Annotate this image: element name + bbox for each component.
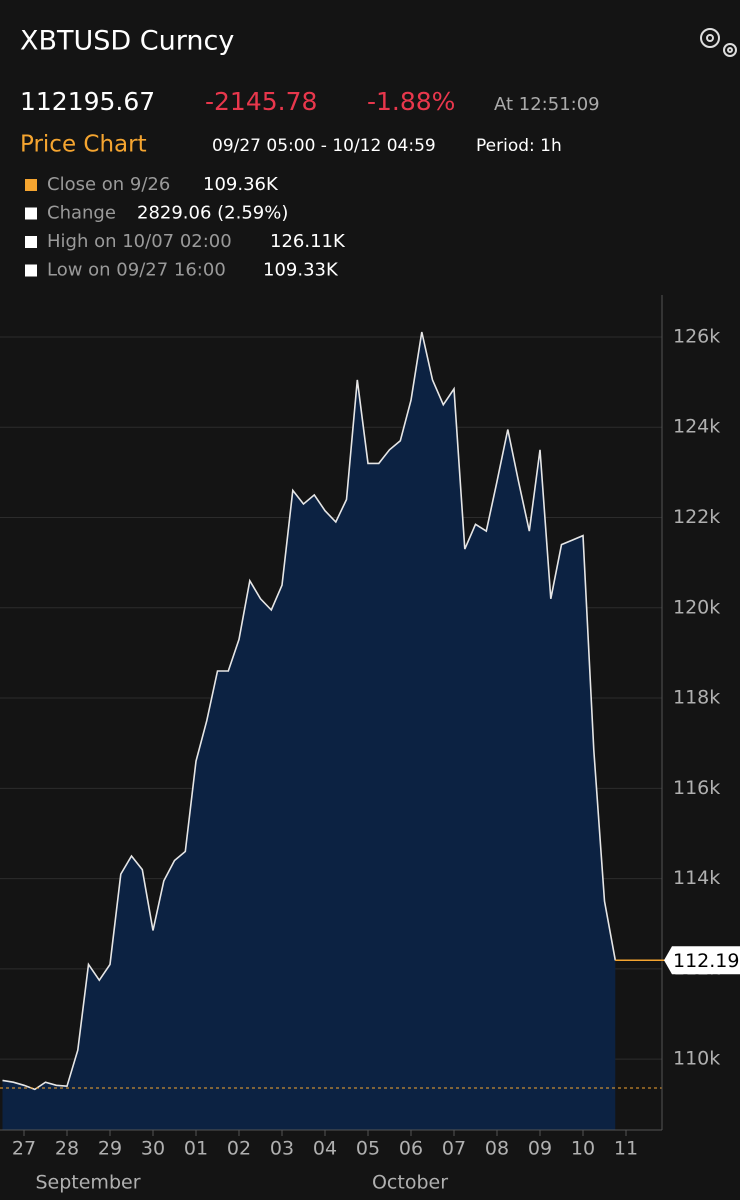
y-tick-label: 122k [673, 506, 720, 528]
y-tick-label: 124k [673, 416, 720, 438]
section-title[interactable]: Price Chart [20, 132, 147, 158]
x-tick-label: 28 [55, 1138, 79, 1160]
area [2, 332, 616, 1130]
settings-icon[interactable] [700, 28, 737, 57]
last-label: 112.19 [673, 950, 739, 972]
stat-value: 109.33K [263, 260, 339, 281]
y-tick-label: 116k [673, 777, 720, 799]
x-tick-label: 05 [356, 1138, 380, 1160]
y-tick-label: 120k [673, 596, 720, 618]
x-tick-label: 30 [141, 1138, 165, 1160]
y-tick-label: 114k [673, 867, 720, 889]
x-tick-label: 10 [571, 1138, 595, 1160]
x-tick-label: 09 [528, 1138, 552, 1160]
x-tick-label: 02 [227, 1138, 251, 1160]
stat-swatch [25, 207, 37, 220]
x-tick-label: 04 [313, 1138, 337, 1160]
stat-value: 2829.06 (2.59%) [137, 203, 288, 224]
stat-swatch [25, 264, 37, 277]
y-tick-label: 126k [673, 325, 720, 347]
x-tick-label: 11 [614, 1138, 638, 1160]
title: XBTUSD Curncy [20, 26, 234, 57]
stat-swatch [25, 236, 37, 248]
time: At 12:51:09 [494, 94, 600, 115]
y-tick-label: 110k [673, 1048, 720, 1070]
month-label: September [35, 1172, 140, 1194]
change-pct: -1.88% [367, 87, 455, 116]
y-tick-label: 118k [673, 687, 720, 709]
stat-label: High on 10/07 02:00 [47, 231, 232, 252]
stat-value: 126.11K [270, 231, 346, 252]
price: 112195.67 [20, 87, 155, 116]
range: 09/27 05:00 - 10/12 04:59 [212, 136, 436, 156]
x-tick-label: 08 [485, 1138, 509, 1160]
x-tick-label: 07 [442, 1138, 466, 1160]
period[interactable]: Period: 1h [476, 136, 562, 156]
month-label: October [372, 1172, 448, 1194]
x-tick-label: 29 [98, 1138, 122, 1160]
stat-label: Close on 9/26 [47, 174, 170, 195]
x-tick-label: 06 [399, 1138, 423, 1160]
change: -2145.78 [205, 87, 317, 116]
line [2, 331, 617, 1091]
stat-value: 109.36K [203, 174, 279, 195]
last-badge [664, 946, 740, 975]
stat-swatch [25, 179, 37, 191]
stat-label: Change [47, 203, 116, 224]
stat-label: Low on 09/27 16:00 [47, 260, 226, 281]
x-tick-label: 03 [270, 1138, 294, 1160]
x-tick-label: 27 [12, 1138, 36, 1160]
x-tick-label: 01 [184, 1138, 208, 1160]
